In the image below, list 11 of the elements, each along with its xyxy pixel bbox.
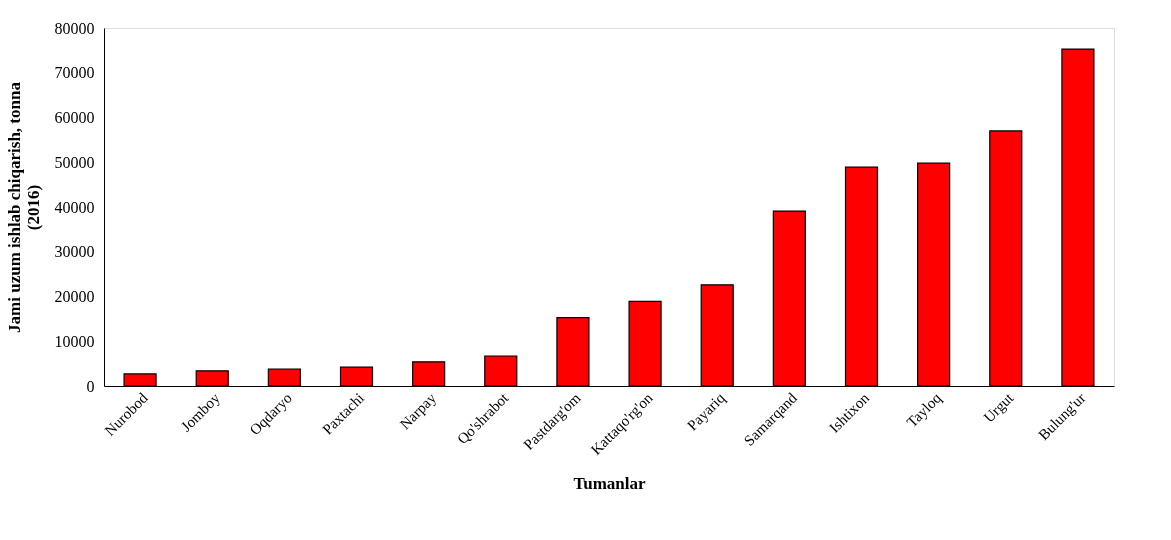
- y-tick-label: 10000: [54, 332, 95, 350]
- y-tick-label: 30000: [54, 243, 95, 261]
- y-tick-label: 70000: [54, 64, 95, 82]
- y-tick-label: 50000: [54, 153, 95, 171]
- y-tick-label: 60000: [54, 109, 95, 126]
- y-tick-label: 20000: [54, 288, 95, 305]
- y-tick-label: 40000: [54, 198, 95, 216]
- x-axis-title: Tumanlar: [573, 473, 647, 493]
- y-axis-title: Jami uzum ishlab chiqarish, tonna (2016): [4, 81, 43, 333]
- y-tick-label: 80000: [54, 19, 95, 37]
- y-tick-label: 0: [86, 377, 95, 395]
